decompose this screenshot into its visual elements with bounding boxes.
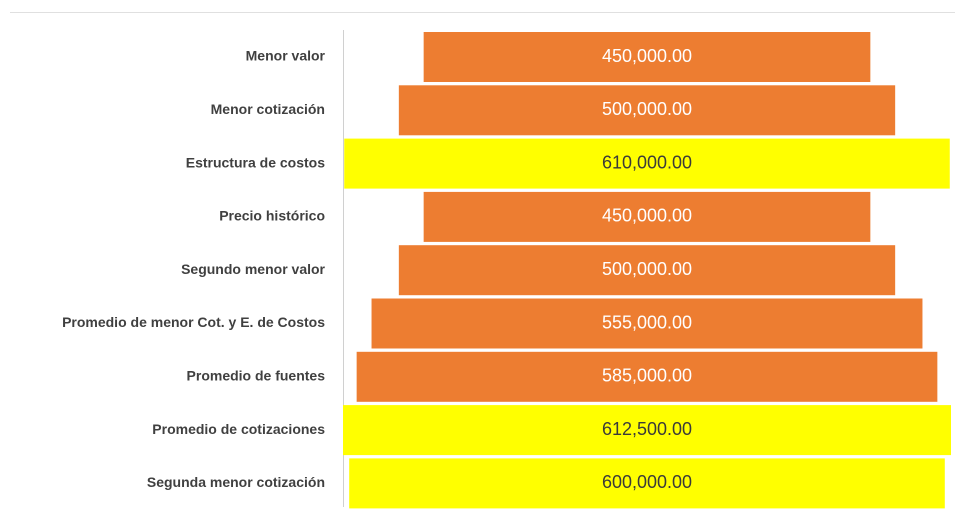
category-label: Segunda menor cotización [147,474,325,490]
category-label: Promedio de fuentes [187,368,326,384]
bar [398,245,896,296]
value-label: 555,000.00 [602,312,692,332]
value-label: 450,000.00 [602,46,692,66]
category-label: Menor valor [246,48,326,64]
value-label: 500,000.00 [602,99,692,119]
bar [344,138,950,189]
bar [343,405,951,456]
value-label: 450,000.00 [602,206,692,226]
value-label: 600,000.00 [602,472,692,492]
value-label: 610,000.00 [602,152,692,172]
category-label: Promedio de cotizaciones [152,421,325,437]
category-label: Menor cotización [211,101,325,117]
bar [423,191,871,242]
bar [423,32,871,82]
bar [398,85,896,136]
category-label: Segundo menor valor [181,261,325,277]
category-label: Estructura de costos [186,154,325,170]
category-label: Precio histórico [219,208,325,224]
value-label: 585,000.00 [602,366,692,386]
value-label: 500,000.00 [602,259,692,279]
value-label: 612,500.00 [602,419,692,439]
bar [349,458,945,509]
category-label: Promedio de menor Cot. y E. de Costos [62,314,325,330]
bar [356,351,938,402]
bar [371,298,923,349]
